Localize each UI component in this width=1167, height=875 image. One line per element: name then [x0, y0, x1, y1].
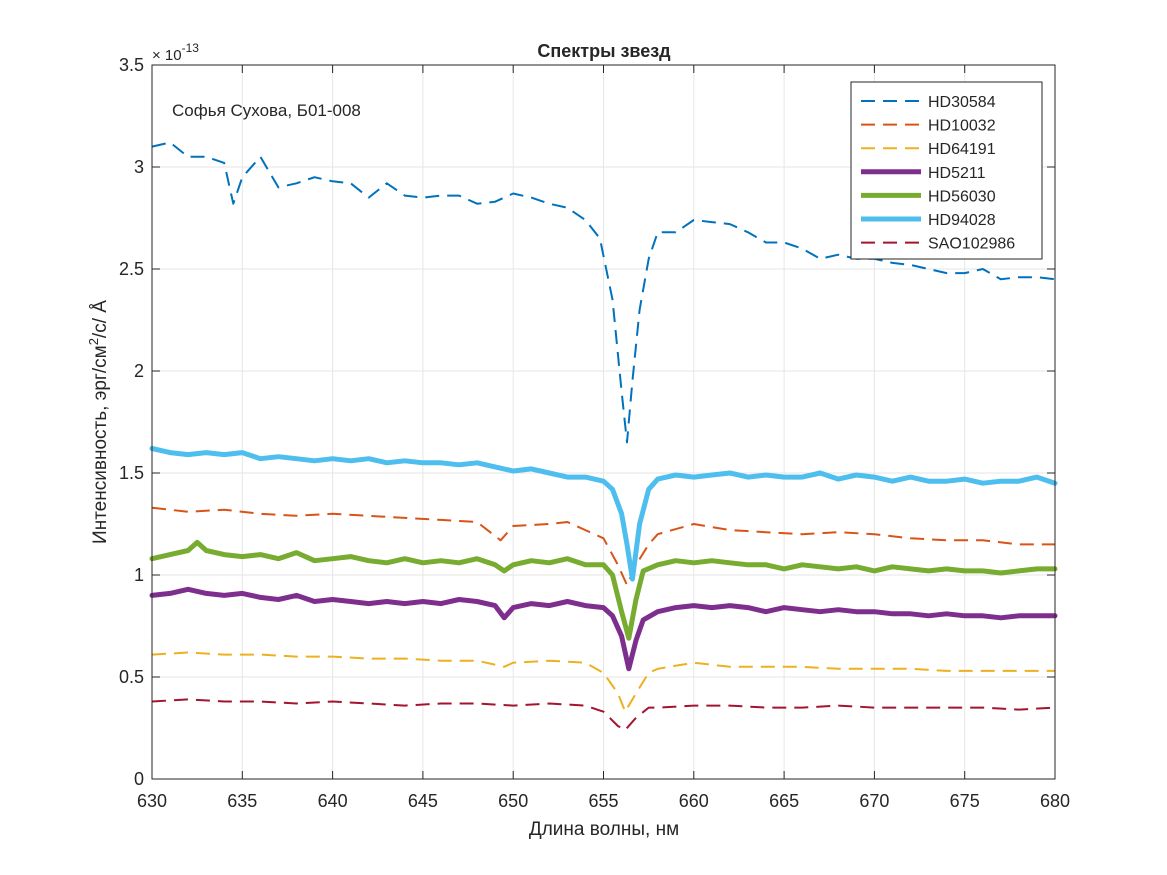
x-tick-label: 655 [588, 791, 618, 811]
series-line-hd64191 [151, 651, 1055, 713]
y-tick-label: 2.5 [119, 259, 144, 279]
legend-label: SAO102986 [928, 236, 1015, 253]
y-tick-label: 0 [134, 769, 144, 789]
y-axis-label-main: Интенсивность, эрг/см [90, 345, 111, 544]
x-tick-label: 665 [769, 791, 799, 811]
series-line-hd5211 [149, 586, 1058, 672]
x-tick-label: 660 [679, 791, 709, 811]
y-tick-label: 3.5 [119, 55, 144, 75]
x-axis-label: Длина волны, нм [529, 819, 679, 840]
x-tick-label: 650 [498, 791, 528, 811]
legend-label: HD30584 [928, 94, 996, 111]
author-annotation: Софья Сухова, Б01-008 [172, 101, 361, 120]
legend-items: HD30584 HD10032 HD64191 HD5211 HD56030 HD9402… [861, 94, 1015, 253]
y-axis-label: Интенсивность, эрг/см2/с/ Å [86, 300, 111, 544]
x-tick-label: 645 [408, 791, 438, 811]
y-axis-exponent: × 10-13 [152, 41, 199, 64]
x-tick-label: 670 [859, 791, 889, 811]
y-exponent-base: × 10 [152, 47, 182, 64]
legend-label: HD5211 [928, 165, 986, 182]
legend-label: HD94028 [928, 212, 996, 229]
y-axis-label-unit: /с/ Å [90, 300, 111, 338]
chart-title: Спектры звезд [537, 41, 671, 61]
x-tick-labels: 630 635 640 645 650 655 660 665 670 675 680 [137, 791, 1070, 811]
series-layer [149, 141, 1058, 731]
x-tick-label: 630 [137, 791, 167, 811]
tick-marks [151, 64, 1056, 780]
y-tick-label: 1.5 [119, 463, 144, 483]
legend: HD30584 HD10032 HD64191 HD5211 HD56030 HD9402… [850, 81, 1043, 260]
y-tick-label: 2 [134, 361, 144, 381]
y-exponent-power: -13 [182, 41, 200, 55]
y-axis-label-superscript: 2 [86, 338, 101, 345]
x-tick-label: 640 [318, 791, 348, 811]
x-tick-label: 680 [1040, 791, 1070, 811]
y-tick-label: 3 [134, 157, 144, 177]
y-tick-label: 1 [134, 565, 144, 585]
series-line-hd94028 [149, 446, 1058, 582]
legend-label: HD56030 [928, 188, 996, 205]
y-tick-label: 0.5 [119, 667, 144, 687]
x-tick-label: 635 [227, 791, 257, 811]
series-line-hd56030 [149, 539, 1058, 641]
y-tick-labels: 0 0.5 1 1.5 2 2.5 3 3.5 [119, 55, 144, 789]
legend-label: HD10032 [928, 118, 996, 135]
series-line-hd30584 [151, 141, 1056, 444]
series-line-hd10032 [151, 506, 1055, 587]
x-tick-label: 675 [950, 791, 980, 811]
legend-label: HD64191 [928, 141, 996, 158]
